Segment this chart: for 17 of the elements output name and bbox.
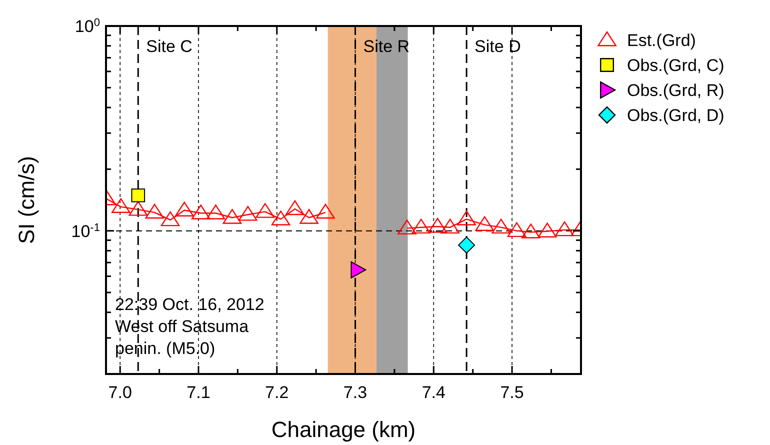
x-tick-label: 7.0 bbox=[108, 383, 132, 402]
x-tick-label: 7.3 bbox=[343, 383, 368, 402]
y-axis-title: SI (cm/s) bbox=[14, 156, 39, 244]
x-tick-label: 7.4 bbox=[422, 383, 446, 402]
ref-line-label: Site C bbox=[146, 37, 192, 56]
legend-label: Obs.(Grd, C) bbox=[627, 56, 724, 75]
x-tick-label: 7.1 bbox=[186, 383, 210, 402]
legend-label: Obs.(Grd, D) bbox=[627, 106, 724, 125]
ref-line-label: Site D bbox=[474, 37, 521, 56]
legend-label: Est.(Grd) bbox=[627, 31, 696, 50]
legend-label: Obs.(Grd, R) bbox=[627, 81, 724, 100]
x-tick-label: 7.2 bbox=[265, 383, 289, 402]
annotation: 22:39 Oct. 16, 2012 West off Satsuma penin. (M5.0) bbox=[115, 295, 264, 358]
y-tick-label: 10$^{0}$ bbox=[74, 17, 100, 36]
x-tick-label: 7.5 bbox=[500, 383, 524, 402]
x-axis-title: Chainage (km) bbox=[271, 417, 416, 442]
y-tick-label: 10$^{-1}$ bbox=[71, 222, 100, 241]
